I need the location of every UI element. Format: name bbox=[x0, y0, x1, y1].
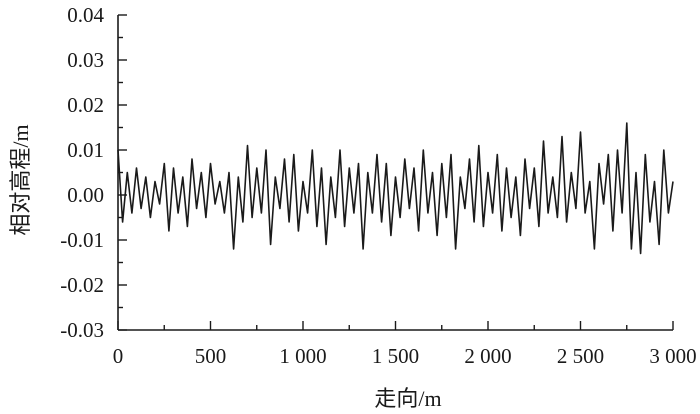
y-tick-label: 0.01 bbox=[67, 138, 104, 162]
y-tick-label: -0.01 bbox=[60, 228, 104, 252]
x-axis-label: 走向/m bbox=[374, 386, 441, 411]
y-tick-label: -0.02 bbox=[60, 273, 104, 297]
x-tick-label: 0 bbox=[113, 344, 124, 368]
x-tick-label: 2 000 bbox=[464, 344, 511, 368]
x-tick-label: 500 bbox=[195, 344, 227, 368]
y-tick-label: 0.03 bbox=[67, 48, 104, 72]
y-tick-label: 0.04 bbox=[67, 3, 104, 27]
x-tick-label: 2 500 bbox=[557, 344, 604, 368]
y-tick-label: 0.00 bbox=[67, 183, 104, 207]
y-axis-label: 相对高程/m bbox=[8, 124, 33, 235]
x-tick-label: 3 000 bbox=[649, 344, 696, 368]
x-tick-label: 1 500 bbox=[372, 344, 419, 368]
y-tick-label: -0.03 bbox=[60, 318, 104, 342]
x-tick-label: 1 000 bbox=[279, 344, 326, 368]
data-series-line bbox=[117, 122, 674, 255]
y-tick-label: 0.02 bbox=[67, 93, 104, 117]
